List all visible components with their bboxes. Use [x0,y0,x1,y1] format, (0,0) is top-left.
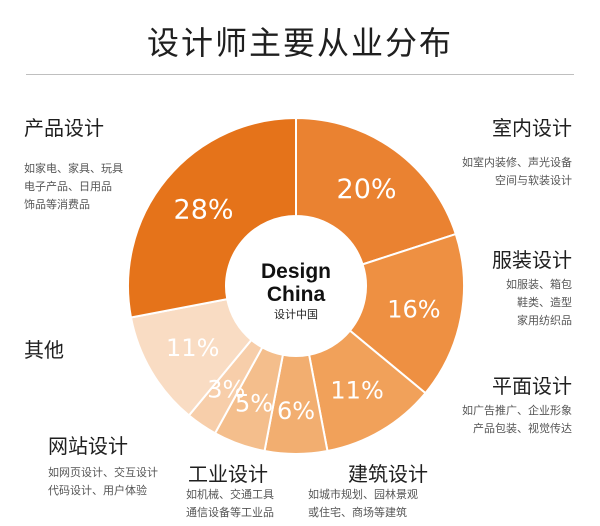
logo-line-cn: 设计中国 [274,308,318,321]
label-fashion-design: 服装设计 [492,248,572,272]
value-label-industrial: 5% [235,390,273,418]
label-architecture-design: 建筑设计 [348,462,428,486]
value-label-graphic: 11% [330,376,383,404]
desc-product-design: 如家电、家具、玩具 电子产品、日用品 饰品等消费品 [24,162,123,211]
desc-architecture-design: 如城市规划、园林景观 或住宅、商场等建筑 [308,488,418,519]
percent-labels: 20% 16% 11% 6%5%3% 11% 28% [166,174,441,425]
value-label-architecture: 6% [277,397,315,425]
label-graphic-design: 平面设计 [492,374,572,398]
value-label-fashion: 16% [387,295,440,323]
chart-title: 设计师主要从业分布 [146,24,453,62]
label-other: 其他 [24,338,64,362]
donut-hole [226,216,366,356]
logo-line-china: China [267,283,326,306]
value-label-other: 11% [166,334,219,362]
label-interior-design: 室内设计 [492,116,572,140]
value-label-interior: 20% [337,174,397,205]
value-label-product: 28% [174,195,234,226]
label-product-design: 产品设计 [24,116,104,140]
label-web-design: 网站设计 [48,434,128,458]
donut-segments [127,116,465,455]
desc-fashion-design: 如服装、箱包 鞋类、造型 家用纺织品 [506,278,572,327]
desc-interior-design: 如室内装修、声光设备 空间与软装设计 [462,156,572,187]
desc-graphic-design: 如广告推广、企业形象 产品包装、视觉传达 [462,404,572,435]
desc-industrial-design: 如机械、交通工具 通信设备等工业品 [186,488,274,519]
label-industrial-design: 工业设计 [188,462,268,486]
value-label-web: 3% [207,376,245,404]
logo-line-design: Design [261,260,331,283]
desc-web-design: 如网页设计、交互设计 代码设计、用户体验 [48,466,158,497]
title-divider [26,74,574,75]
